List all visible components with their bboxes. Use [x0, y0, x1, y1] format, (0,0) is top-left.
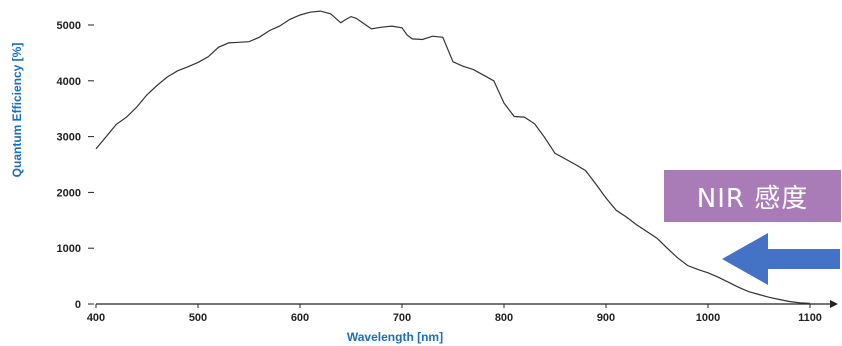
y-tick-label: 5000 — [57, 20, 81, 32]
x-axis-ticks: 400 500 600 700 800 900 1000 1100 — [87, 304, 822, 324]
x-axis-arrowhead — [830, 300, 838, 308]
y-axis-ticks: 0 1000 2000 3000 4000 5000 — [57, 20, 94, 311]
y-tick-label: 3000 — [57, 132, 81, 144]
x-tick-label: 1100 — [798, 312, 822, 324]
left-arrow-shape — [722, 233, 840, 285]
nir-sensitivity-label: NIR 感度 — [664, 170, 841, 222]
y-axis-title: Quantum Efficiency [%] — [10, 43, 24, 178]
x-tick-label: 400 — [87, 312, 105, 324]
x-tick-label: 700 — [393, 312, 411, 324]
series-line — [95, 10, 811, 304]
left-arrow-icon — [722, 233, 840, 285]
x-tick-label: 600 — [291, 312, 309, 324]
x-tick-label: 500 — [189, 312, 207, 324]
x-axis-title: Wavelength [nm] — [347, 330, 443, 344]
x-tick-label: 900 — [597, 312, 615, 324]
y-tick-label: 1000 — [57, 243, 81, 255]
y-tick-label: 0 — [75, 299, 81, 311]
y-tick-label: 4000 — [57, 76, 81, 88]
y-tick-label: 2000 — [57, 187, 81, 199]
x-tick-label: 1000 — [696, 312, 720, 324]
x-tick-label: 800 — [495, 312, 513, 324]
